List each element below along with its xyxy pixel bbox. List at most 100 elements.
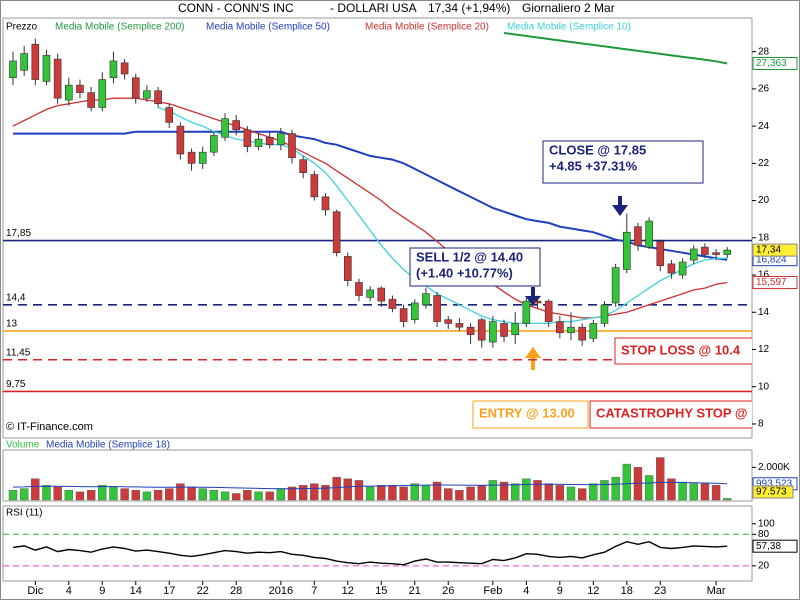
y-tick-label: 10 (758, 381, 770, 392)
volume-bar (153, 490, 163, 501)
candle-body (556, 321, 564, 334)
y-tick-label: 16 (758, 270, 770, 281)
currency: - DOLLARI USA (330, 1, 417, 15)
volume-bar (488, 480, 498, 501)
volume-bar (533, 480, 542, 501)
legend-entry: Media Mobile (Semplice 200) (55, 22, 185, 33)
candle-body (98, 79, 107, 108)
last-value-label: 57,38 (756, 541, 781, 552)
volume-bar (343, 478, 352, 501)
volume-bar (421, 485, 431, 501)
x-tick-label: 15 (375, 585, 387, 597)
candle-body (712, 252, 720, 255)
volume-bar (64, 490, 74, 501)
y-tick-label: 28 (758, 46, 770, 57)
candle-body (723, 249, 732, 255)
candle-body (76, 84, 84, 93)
last-value-label: 17,34 (756, 245, 781, 256)
candle-body (176, 125, 185, 155)
volume-bar (31, 478, 40, 501)
last-value-label: 97.573 (756, 487, 787, 498)
volume-bar (42, 485, 51, 501)
volume-bar (611, 476, 620, 501)
candle-body (31, 43, 40, 80)
x-tick-label: 14 (130, 585, 142, 597)
volume-bar (8, 490, 18, 501)
volume-bar (678, 481, 687, 501)
volume-bar (321, 485, 330, 501)
ma-line (12, 540, 728, 566)
candle-body (533, 300, 542, 304)
volume-bar (656, 457, 665, 501)
y-tick-label: 14 (758, 307, 770, 318)
volume-bar (700, 483, 710, 501)
x-tick-label: 2016 (269, 585, 293, 597)
candle-body (567, 326, 575, 334)
annotation: STOP LOSS @ 10.4 (614, 337, 752, 365)
candle-body (332, 211, 341, 254)
x-tick-label: 18 (621, 585, 633, 597)
x-tick-label: 4 (66, 585, 72, 597)
candle-body (377, 287, 386, 302)
annotation-box (409, 247, 541, 287)
y-tick-label: 12 (758, 344, 770, 355)
volume-bar (589, 483, 598, 501)
volume-bar (176, 483, 185, 501)
ma-line (12, 481, 728, 490)
volume-bar (75, 491, 85, 501)
arrows (525, 196, 628, 370)
volume-bar (499, 481, 509, 501)
last-value-label: 27,363 (756, 58, 787, 69)
volume-bar (388, 485, 397, 501)
candle-body (187, 151, 196, 164)
volume-bar (644, 475, 654, 501)
candle-body (198, 151, 207, 164)
candle-body (410, 302, 419, 321)
volume-bar (287, 486, 297, 501)
candle-body (511, 323, 520, 335)
annotation: SELL 1/2 @ 14.40(+1.40 +10.77%) (409, 247, 541, 287)
volume-bar (220, 491, 230, 501)
candle-body (477, 319, 486, 341)
legend-entry: RSI (11) (6, 508, 43, 519)
volume-bar (231, 493, 241, 501)
annotation-text: +4.85 +37.31% (549, 158, 638, 173)
volume-bar (165, 488, 174, 501)
credit: © IT-Finance.com (6, 421, 93, 433)
volume-bar (276, 488, 286, 501)
volume-bar (455, 490, 464, 501)
candle-body (343, 256, 352, 281)
candle-body (388, 298, 397, 309)
annotation: CATASTROPHY STOP @ (589, 400, 752, 429)
volume-bar (410, 483, 419, 501)
legend-entry: Media Mobile (Semplice 18) (46, 440, 170, 451)
annotation-box (542, 140, 704, 184)
volume-bar (577, 488, 587, 501)
annotation: ENTRY @ 13.00 (472, 400, 589, 429)
candle-body (678, 261, 687, 276)
candle-body (299, 159, 307, 173)
volume-bar (198, 488, 207, 501)
x-tick-label: 17 (163, 585, 175, 597)
candle-body (522, 300, 531, 324)
x-tick-label: 9 (99, 585, 105, 597)
last-quote: 17,34 (+1,94%) (428, 1, 510, 15)
y-tick-label: 8 (758, 419, 764, 430)
candle-body (355, 282, 363, 296)
legend-entry: Prezzo (6, 22, 38, 33)
volume-bar (332, 476, 341, 501)
candle-body (165, 107, 174, 123)
y-tick-label: 100 (758, 518, 775, 529)
volume-bar (477, 485, 486, 501)
last-value-label: 16,824 (756, 254, 787, 265)
level-label: 11,45 (6, 347, 31, 358)
volume-bar (711, 485, 721, 501)
candle-body (466, 326, 475, 335)
volume-bar (131, 490, 140, 501)
x-tick-label: 7 (311, 585, 317, 597)
candle-body (600, 304, 609, 324)
legend-entry: Media Mobile (Semplice 10) (507, 22, 631, 33)
volume-bar (466, 486, 475, 501)
candle-body (701, 246, 709, 255)
x-tick-label: 21 (409, 585, 421, 597)
